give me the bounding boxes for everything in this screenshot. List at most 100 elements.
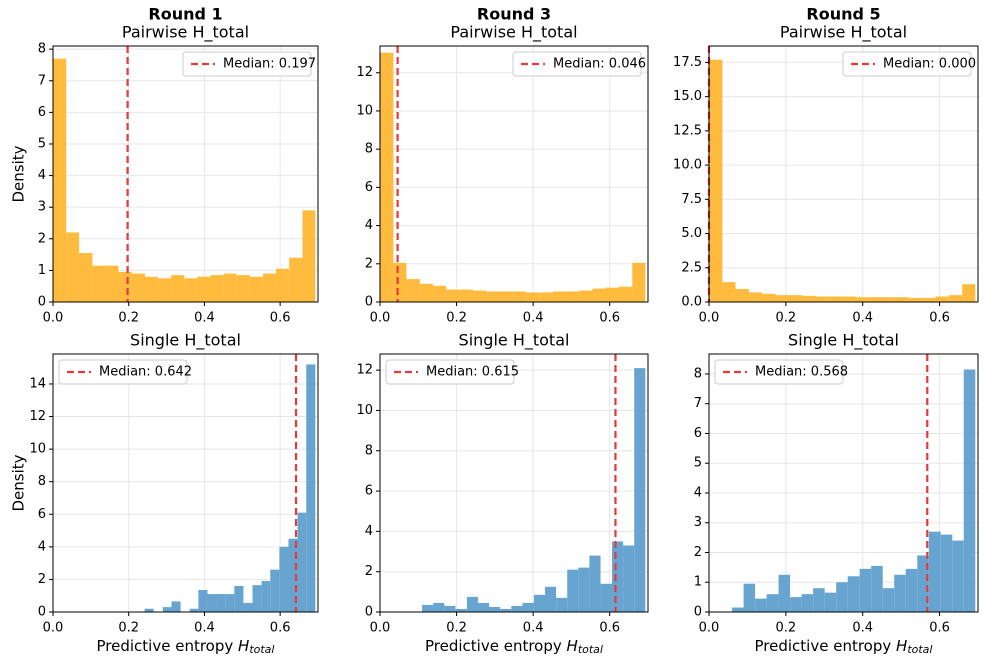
bar (66, 232, 80, 302)
bar (748, 292, 763, 302)
y-axis-label: Density (10, 454, 28, 511)
bar (709, 59, 723, 303)
axes-frame (52, 45, 319, 303)
round-title: Round 5 (806, 5, 880, 24)
bar (419, 283, 434, 302)
bar (788, 295, 803, 302)
bar (855, 297, 869, 302)
bar (511, 605, 523, 612)
bar (422, 604, 434, 612)
y-tick-label: 14 (29, 376, 46, 391)
y-tick-label: 5 (38, 136, 46, 151)
bar (847, 576, 860, 612)
bar (444, 605, 456, 612)
bar (131, 273, 145, 302)
y-tick-label: 10 (356, 103, 373, 118)
legend-box (714, 359, 844, 385)
bar (578, 567, 590, 612)
bar (948, 295, 963, 302)
axes-frame (708, 45, 979, 303)
y-tick-label: 7 (694, 396, 702, 411)
bar (252, 585, 262, 612)
y-tick-label: 10.0 (673, 158, 702, 173)
bar (775, 295, 789, 302)
bar (53, 58, 67, 303)
bar (533, 594, 546, 612)
x-tick-label: 0.0 (699, 621, 720, 636)
bar (144, 608, 154, 612)
bar (466, 596, 479, 612)
subplot-title: Pairwise H_total (122, 23, 249, 43)
x-axis-label: Predictive entropy Htotal (425, 637, 603, 657)
bar (545, 586, 557, 612)
bar (393, 262, 407, 302)
bar (473, 290, 487, 302)
bar (623, 545, 635, 612)
y-tick-label: 6 (365, 484, 373, 499)
bar (499, 291, 513, 302)
bar (868, 297, 883, 302)
x-tick-label: 0.2 (446, 311, 467, 326)
bar (722, 282, 736, 302)
bar (952, 540, 964, 612)
bar (618, 286, 633, 302)
x-tick-label: 0.4 (852, 621, 873, 636)
legend-label: Median: 0.046 (553, 57, 646, 72)
bar (92, 265, 106, 302)
bar (243, 603, 253, 612)
y-tick-label: 2 (694, 545, 702, 560)
y-tick-label: 0.0 (681, 295, 702, 310)
bar (171, 275, 185, 302)
bar (380, 52, 394, 302)
bar (813, 588, 825, 612)
bar (894, 574, 906, 612)
bar (210, 275, 224, 302)
y-tick-label: 0 (38, 295, 46, 310)
bar (512, 291, 526, 302)
y-axis-label: Density (10, 145, 28, 202)
bar (306, 364, 316, 612)
x-tick-label: 0.0 (370, 311, 391, 326)
bar (962, 284, 976, 302)
y-tick-label: 2.5 (681, 260, 702, 275)
y-tick-label: 10 (356, 403, 373, 418)
y-tick-label: 0 (365, 605, 373, 620)
bar (815, 296, 829, 302)
round-title: Round 3 (477, 5, 551, 24)
x-tick-label: 0.0 (43, 311, 64, 326)
bar (455, 608, 467, 612)
bar (928, 531, 941, 612)
axes-frame (379, 45, 649, 303)
y-tick-label: 4 (38, 539, 46, 554)
bar (263, 273, 276, 302)
bar (632, 262, 646, 302)
bar (567, 569, 579, 612)
bar (565, 291, 580, 302)
x-tick-label: 0.4 (194, 311, 215, 326)
y-tick-label: 10 (29, 442, 46, 457)
bar (778, 574, 791, 612)
legend-label: Median: 0.000 (883, 57, 976, 72)
bar (297, 512, 307, 612)
bar (732, 607, 744, 612)
bar (755, 598, 767, 612)
bar (525, 292, 540, 302)
y-tick-label: 8 (365, 142, 373, 157)
y-tick-label: 6 (38, 507, 46, 522)
y-tick-label: 2 (38, 231, 46, 246)
y-tick-label: 5.0 (681, 226, 702, 241)
bar (922, 297, 936, 302)
y-tick-label: 6 (365, 180, 373, 195)
subplot-title: Single H_total (788, 331, 899, 351)
bar (963, 369, 976, 612)
y-tick-label: 12.5 (673, 123, 702, 138)
x-tick-label: 0.2 (776, 621, 797, 636)
bar (895, 297, 909, 302)
y-tick-label: 8 (38, 474, 46, 489)
bar (171, 601, 181, 612)
bar (234, 585, 244, 612)
bar (589, 555, 601, 612)
bar (446, 289, 460, 302)
legend-box (512, 51, 642, 77)
x-tick-label: 0.6 (270, 311, 291, 326)
